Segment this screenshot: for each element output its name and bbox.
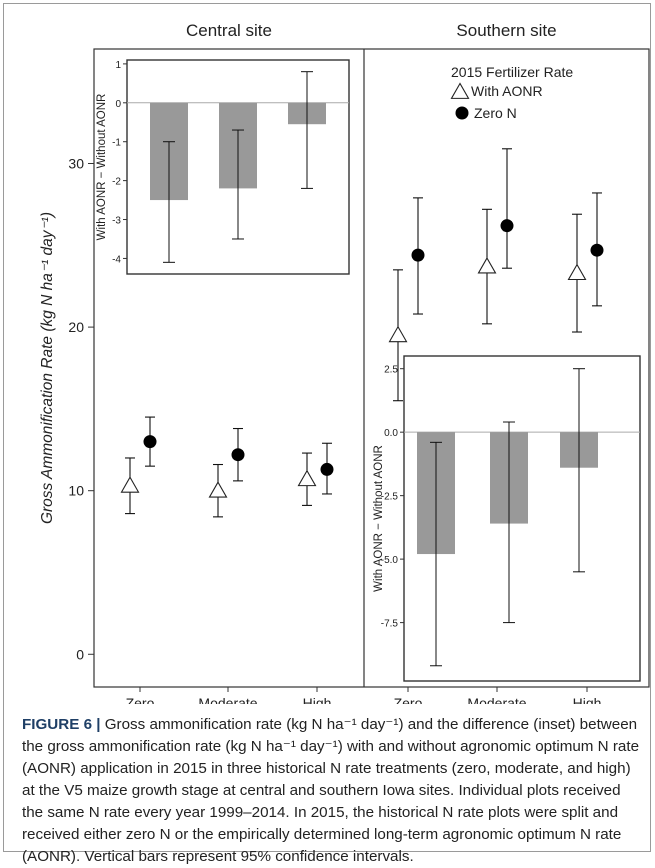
- x-tick-label: High: [573, 695, 602, 704]
- figure-caption: FIGURE 6 | Gross ammonification rate (kg…: [22, 714, 644, 868]
- x-tick-label: Moderate: [198, 695, 257, 704]
- plot-frame: [93, 48, 650, 688]
- y-tick-label: 10: [68, 483, 84, 499]
- central-inset-y-tick-label: -2: [112, 177, 121, 188]
- x-tick-label: High: [303, 695, 332, 704]
- legend-triangle-icon: [450, 82, 470, 99]
- southern-point-zero-n: [500, 219, 514, 233]
- southern-inset-y-tick-label: -2.5: [381, 492, 399, 503]
- southern-inset-y-tick-label: 0.0: [384, 428, 398, 439]
- central-inset-y-tick-label: 1: [115, 60, 121, 71]
- central-point-with-aonr: [208, 481, 228, 498]
- legend-label-zero-n: Zero N: [474, 105, 517, 121]
- central-point-zero-n: [320, 462, 334, 476]
- legend-circle-icon: [455, 106, 469, 120]
- southern-inset-y-axis-label: With AONR − Without AONR: [373, 445, 385, 592]
- x-tick-label: Zero: [126, 695, 155, 704]
- southern-inset-y-tick-label: -5.0: [381, 555, 399, 566]
- southern-point-zero-n: [590, 243, 604, 257]
- legend-title: 2015 Fertilizer Rate: [451, 64, 573, 80]
- central-point-zero-n: [143, 435, 157, 449]
- central-point-with-aonr: [120, 476, 140, 493]
- x-tick-label: Moderate: [467, 695, 526, 704]
- y-tick-label: 30: [68, 156, 84, 172]
- central-inset-y-axis-label: With AONR − Without AONR: [96, 94, 108, 241]
- central-point-with-aonr: [297, 469, 317, 487]
- central-inset-y-tick-label: 0: [115, 99, 121, 110]
- central-inset-y-tick-label: -1: [112, 138, 121, 149]
- central-inset-y-tick-label: -4: [112, 254, 121, 265]
- southern-point-with-aonr: [567, 263, 587, 281]
- caption-text: Gross ammonification rate (kg N ha⁻¹ day…: [22, 716, 640, 865]
- southern-point-zero-n: [411, 248, 425, 262]
- y-axis-label: Gross Ammonification Rate (kg N ha⁻¹ day…: [39, 212, 56, 524]
- y-tick-label: 0: [76, 646, 84, 662]
- caption-heading: FIGURE 6 |: [22, 716, 101, 733]
- southern-inset-y-tick-label: 2.5: [384, 365, 398, 376]
- legend-label-with-aonr: With AONR: [471, 83, 543, 99]
- y-tick-label: 20: [68, 319, 84, 335]
- x-tick-label: Zero: [394, 695, 423, 704]
- central-site-title: Central site: [186, 21, 272, 40]
- central-inset-y-tick-label: -3: [112, 216, 121, 227]
- southern-inset-y-tick-label: -7.5: [381, 619, 399, 630]
- southern-point-with-aonr: [388, 325, 408, 343]
- central-point-zero-n: [231, 448, 245, 462]
- southern-site-title: Southern site: [456, 21, 556, 40]
- figure-frame: Central site Southern site 0 10 20 30 Gross Am…: [3, 3, 651, 865]
- southern-point-with-aonr: [477, 256, 497, 274]
